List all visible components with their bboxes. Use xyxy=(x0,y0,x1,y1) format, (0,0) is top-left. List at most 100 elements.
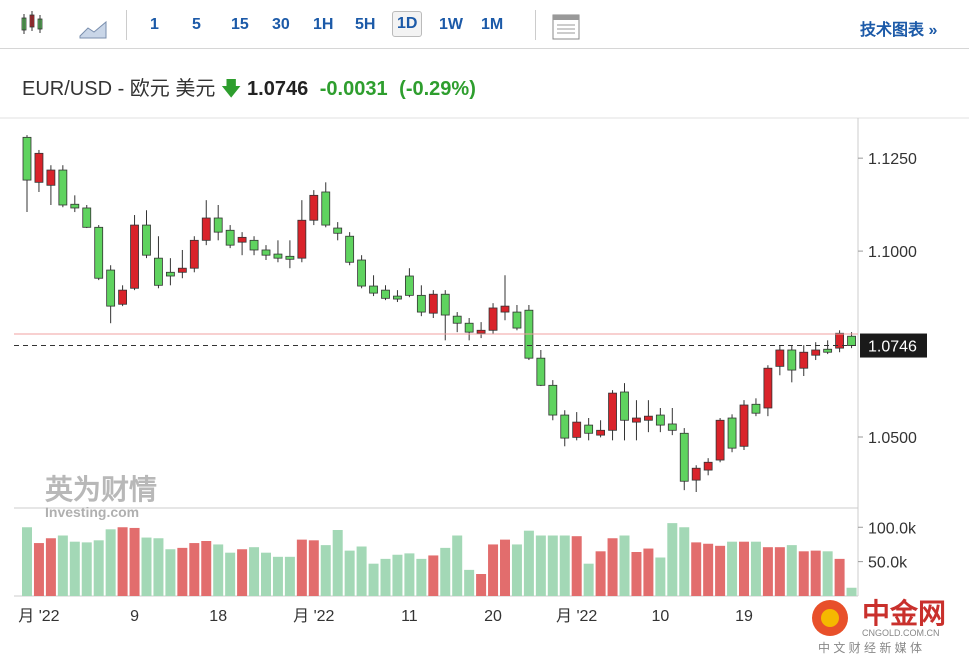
candle-body xyxy=(655,414,665,426)
candle-body xyxy=(703,461,713,471)
volume-bar xyxy=(177,547,188,596)
y-tick-label: 1.1000 xyxy=(868,244,917,261)
volume-bar xyxy=(619,535,630,596)
candle-body xyxy=(189,239,199,269)
volume-bar xyxy=(249,547,260,596)
volume-bar xyxy=(631,552,642,596)
volume-bar xyxy=(559,535,570,596)
volume-bar xyxy=(428,555,439,596)
interval-button[interactable]: 1H xyxy=(313,16,334,33)
volume-bar xyxy=(500,539,510,596)
volume-bar xyxy=(392,554,403,596)
volume-bar xyxy=(535,535,546,596)
last-price-box xyxy=(860,333,927,358)
interval-button[interactable]: 1D xyxy=(392,11,423,37)
x-tick-label: 月 '22 xyxy=(556,608,597,625)
candle-body xyxy=(608,392,617,431)
volume-bar xyxy=(476,574,487,596)
interval-button[interactable]: 1W xyxy=(439,16,463,33)
interval-button[interactable]: 15 xyxy=(231,16,249,33)
volume-bar xyxy=(33,543,44,596)
volume-bar xyxy=(344,550,355,596)
x-tick-label: 月 '22 xyxy=(293,608,334,625)
candle-body xyxy=(512,311,522,329)
candle-body xyxy=(584,424,594,434)
candle-body xyxy=(596,429,605,436)
volume-bar xyxy=(786,545,797,596)
candle-body xyxy=(106,269,116,307)
interval-button[interactable]: 5 xyxy=(192,16,201,33)
watermark-site: Investing.com xyxy=(45,504,139,520)
volume-bar xyxy=(703,543,714,596)
logo-icon-inner xyxy=(821,609,839,627)
table-icon[interactable] xyxy=(551,13,581,43)
candle-body xyxy=(811,349,821,356)
volume-bar xyxy=(655,557,666,596)
interval-button[interactable]: 1 xyxy=(150,16,159,33)
candle-body xyxy=(118,289,127,305)
volume-bar xyxy=(834,558,845,596)
interval-button[interactable]: 30 xyxy=(272,16,290,33)
x-tick-label: 10 xyxy=(651,608,669,625)
candle-icon[interactable] xyxy=(14,5,54,45)
volume-bar xyxy=(727,541,738,596)
candle-body xyxy=(213,217,223,233)
candle-body xyxy=(142,224,151,256)
change: -0.0031 xyxy=(319,78,388,100)
candle-body xyxy=(428,293,438,314)
logo-slogan: 中 文 财 经 新 媒 体 xyxy=(818,640,922,655)
candle-body xyxy=(309,194,319,221)
volume-bar xyxy=(117,527,128,596)
candle-body xyxy=(823,348,833,353)
x-tick-label: 19 xyxy=(735,608,753,625)
candle-body xyxy=(58,169,68,206)
volume-bar xyxy=(153,538,164,596)
candle-body xyxy=(393,295,402,300)
symbol: EUR/USD - 欧元 美元 xyxy=(22,78,216,100)
candle-body xyxy=(333,227,343,234)
volume-bar xyxy=(416,558,427,596)
toolbar: 1 5 15 30 1H 5H 1D 1W 1M 技术图表 » xyxy=(0,0,969,49)
candle-body xyxy=(297,219,307,259)
volume-tick-label: 100.0k xyxy=(868,520,917,537)
volume-bar xyxy=(213,544,224,596)
volume-bar xyxy=(511,544,522,596)
separator xyxy=(535,10,536,40)
volume-bar xyxy=(798,551,809,596)
volume-bar xyxy=(141,537,152,596)
candle-body xyxy=(225,229,235,246)
candle-body xyxy=(751,403,761,414)
candle-body xyxy=(357,259,367,287)
interval-button[interactable]: 5H xyxy=(355,16,376,33)
candle-body xyxy=(644,415,653,421)
candle-body xyxy=(667,423,677,431)
candle-body xyxy=(404,275,414,296)
volume-bar xyxy=(261,552,271,596)
candle-body xyxy=(237,236,247,243)
x-tick-label: 月 '22 xyxy=(18,608,59,625)
volume-bar xyxy=(750,541,761,596)
volume-bar xyxy=(237,549,248,596)
separator xyxy=(126,10,127,40)
area-icon[interactable] xyxy=(78,12,112,42)
candle-body xyxy=(70,203,80,209)
volume-bar xyxy=(404,553,415,596)
tech-chart-link[interactable]: 技术图表 » xyxy=(860,22,938,39)
volume-bar xyxy=(201,541,212,596)
candle-body xyxy=(715,419,725,461)
candle-body xyxy=(261,249,271,256)
volume-bar xyxy=(93,540,104,596)
candle-body xyxy=(201,217,211,241)
volume-bar xyxy=(607,538,618,596)
volume-bar xyxy=(679,527,690,596)
candle-body xyxy=(94,226,104,279)
volume-bar xyxy=(488,544,499,596)
interval-button[interactable]: 1M xyxy=(481,16,504,33)
volume-bar xyxy=(452,535,463,596)
volume-bar xyxy=(69,541,80,596)
candle-body xyxy=(620,391,629,421)
volume-tick-label: 50.0k xyxy=(868,555,908,572)
volume-bar xyxy=(643,548,654,596)
